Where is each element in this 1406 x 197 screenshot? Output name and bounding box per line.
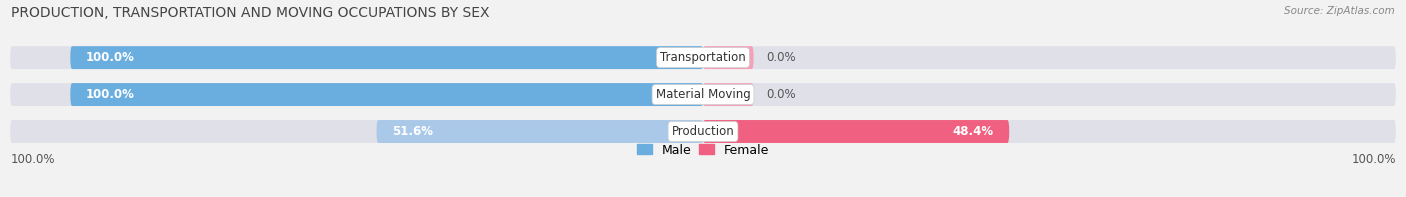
Text: Material Moving: Material Moving bbox=[655, 88, 751, 101]
FancyBboxPatch shape bbox=[10, 120, 1396, 143]
Text: 51.6%: 51.6% bbox=[392, 125, 433, 138]
FancyBboxPatch shape bbox=[703, 46, 754, 69]
Text: 0.0%: 0.0% bbox=[766, 88, 796, 101]
FancyBboxPatch shape bbox=[10, 46, 1396, 69]
FancyBboxPatch shape bbox=[703, 83, 754, 106]
Text: Source: ZipAtlas.com: Source: ZipAtlas.com bbox=[1284, 6, 1395, 16]
FancyBboxPatch shape bbox=[70, 83, 703, 106]
Text: 100.0%: 100.0% bbox=[86, 88, 135, 101]
Text: 0.0%: 0.0% bbox=[766, 51, 796, 64]
Legend: Male, Female: Male, Female bbox=[631, 139, 775, 162]
Text: Transportation: Transportation bbox=[661, 51, 745, 64]
FancyBboxPatch shape bbox=[703, 120, 1010, 143]
Text: PRODUCTION, TRANSPORTATION AND MOVING OCCUPATIONS BY SEX: PRODUCTION, TRANSPORTATION AND MOVING OC… bbox=[11, 6, 489, 20]
Text: 100.0%: 100.0% bbox=[10, 153, 55, 166]
Text: 100.0%: 100.0% bbox=[86, 51, 135, 64]
Text: 48.4%: 48.4% bbox=[952, 125, 994, 138]
FancyBboxPatch shape bbox=[70, 46, 703, 69]
Text: 100.0%: 100.0% bbox=[1351, 153, 1396, 166]
FancyBboxPatch shape bbox=[10, 83, 1396, 106]
FancyBboxPatch shape bbox=[377, 120, 703, 143]
Text: Production: Production bbox=[672, 125, 734, 138]
